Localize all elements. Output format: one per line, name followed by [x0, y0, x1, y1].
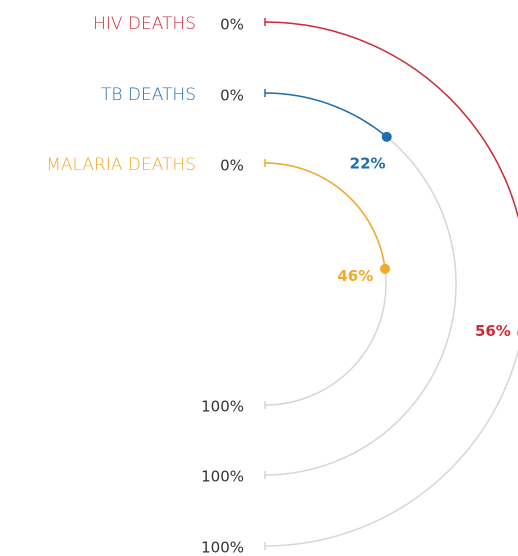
tick-label: 0% — [220, 16, 244, 34]
tick-label: 0% — [220, 157, 244, 175]
value-label: 22% — [350, 154, 386, 172]
arc-end-dot — [381, 131, 392, 142]
arc-bar — [264, 92, 388, 138]
arc-bar — [264, 21, 518, 220]
value-label: 46% — [337, 267, 373, 285]
series-name: MALARIA DEATHS — [46, 155, 196, 175]
tick-label: 100% — [201, 398, 244, 416]
tick-label: 100% — [201, 539, 244, 556]
track — [264, 21, 518, 547]
arc-end-dot — [380, 263, 391, 274]
tick-label: 100% — [201, 468, 244, 486]
tick-label: 0% — [220, 87, 244, 105]
arc-bar — [264, 162, 386, 269]
value-label: 56% — [475, 322, 511, 340]
series-name: TB DEATHS — [101, 85, 196, 105]
series-name: HIV DEATHS — [93, 14, 196, 34]
